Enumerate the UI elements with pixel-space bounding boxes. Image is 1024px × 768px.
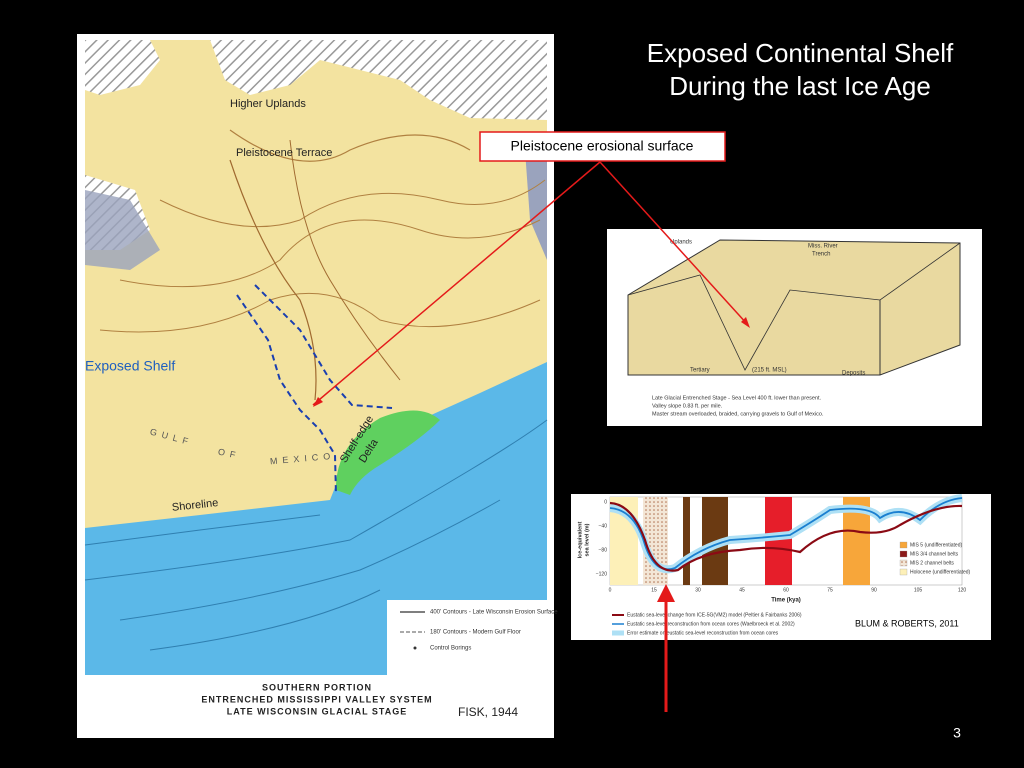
x-tick-label: 120 <box>958 587 967 593</box>
callout-box <box>479 131 726 162</box>
map-caption: LATE WISCONSIN GLACIAL STAGE <box>227 706 408 716</box>
contour <box>119 219 541 288</box>
y-tick-label: −80 <box>599 547 608 553</box>
map: 400' Contours - Late Wisconsin Erosion S… <box>77 34 558 738</box>
page-number: 3 <box>953 725 961 741</box>
legend-swatch <box>899 559 908 567</box>
contour <box>159 179 546 228</box>
arrow-head <box>657 584 675 602</box>
map-credit: FISK, 1944 <box>458 705 518 719</box>
shelf-edge-delta-area <box>335 410 440 495</box>
mis5-band <box>765 497 792 585</box>
x-tick-label: 90 <box>871 587 877 593</box>
arrow-head <box>741 317 750 328</box>
y-axis-label: Ice-equivalent <box>577 521 583 558</box>
river <box>229 159 317 401</box>
block-surface <box>627 242 961 371</box>
callout-text: Pleistocene erosional surface <box>511 138 694 154</box>
diagram-label: (215 ft. MSL) <box>752 368 787 374</box>
diagram-note: Late Glacial Entrenched Stage - Sea Leve… <box>652 395 822 401</box>
legend-swatch <box>899 550 908 558</box>
lake <box>525 140 547 260</box>
legend-text: MIS 5 (undifferentiated) <box>910 542 962 548</box>
ice5g-curve <box>609 501 963 572</box>
legend-text: Eustatic sea-level change from ICE-5G(VM… <box>627 612 802 618</box>
valley-edge <box>236 294 337 496</box>
legend-swatch <box>899 568 908 576</box>
contour <box>84 419 548 581</box>
block-edge <box>627 295 881 375</box>
mis34-band <box>683 497 690 585</box>
diagram-note: Valley slope 0.83 ft. per mile. <box>652 403 723 409</box>
callout-line <box>599 161 749 326</box>
y-tick-label: 0 <box>604 499 607 505</box>
y-tick-label: −120 <box>596 571 607 577</box>
map-legend-text: 400' Contours - Late Wisconsin Erosion S… <box>430 610 558 616</box>
x-tick-label: 75 <box>827 587 833 593</box>
ocean-core-curve <box>609 497 963 571</box>
y-tick-label: −40 <box>599 523 608 529</box>
diagram-note: Master stream overloaded, braided, carry… <box>652 411 824 417</box>
map-label: Higher Uplands <box>230 98 306 110</box>
map-legend-text: 180' Contours - Modern Gulf Floor <box>430 630 521 636</box>
x-tick-label: 30 <box>695 587 701 593</box>
block-diagram: Uplands Miss. River Trench Tertiary (215… <box>607 229 982 426</box>
legend-text: MIS 2 channel belts <box>910 560 954 566</box>
map-legend-text: Control Borings <box>430 646 471 652</box>
lake <box>85 190 160 270</box>
y-axis-label: sea level (m) <box>584 523 590 556</box>
slide-title: Exposed Continental Shelf <box>647 38 954 68</box>
map-label: Shoreline <box>171 497 218 514</box>
x-tick-label: 60 <box>783 587 789 593</box>
contour <box>229 129 471 162</box>
diagram-label: Tertiary <box>690 368 710 374</box>
map-label: Exposed Shelf <box>85 358 175 374</box>
uplands-hatch <box>210 40 547 120</box>
map-label: OF <box>217 446 241 460</box>
map-caption: ENTRENCHED MISSISSIPPI VALLEY SYSTEM <box>201 694 432 704</box>
slide-title: During the last Ice Age <box>669 71 931 101</box>
legend-text: Error estimate on eustatic sea-level rec… <box>627 630 779 636</box>
contour <box>99 292 541 333</box>
callout-line <box>312 161 601 406</box>
legend-text: MIS 3/4 channel belts <box>910 551 959 557</box>
x-tick-label: 45 <box>739 587 745 593</box>
sea <box>85 362 547 675</box>
legend-dot <box>413 646 417 650</box>
diagram-label: Deposits <box>842 371 865 377</box>
legend-text: Holocene (undifferentiated) <box>910 569 971 575</box>
river <box>289 139 401 381</box>
x-axis-label: Time (kya) <box>771 598 801 604</box>
diagram-label: Trench <box>812 252 830 258</box>
contour <box>119 499 501 651</box>
x-tick-label: 0 <box>609 587 612 593</box>
map-label: Pleistocene Terrace <box>236 147 332 159</box>
diagram-label: Miss. River <box>808 244 838 250</box>
figure-credit: BLUM & ROBERTS, 2011 <box>855 618 959 628</box>
map-caption: SOUTHERN PORTION <box>262 682 372 692</box>
diagram-label: Uplands <box>670 240 692 246</box>
arrow-head <box>313 397 323 407</box>
sea-level-figure: Ice-equivalent sea level (m) Time (kya) … <box>571 494 991 640</box>
uplands-hatch <box>85 40 160 95</box>
x-tick-label: 15 <box>651 587 657 593</box>
legend-text: Eustatic sea-level reconstruction from o… <box>627 621 795 627</box>
x-tick-label: 105 <box>914 587 923 593</box>
valley-edge <box>254 284 393 409</box>
legend-swatch <box>899 541 908 549</box>
